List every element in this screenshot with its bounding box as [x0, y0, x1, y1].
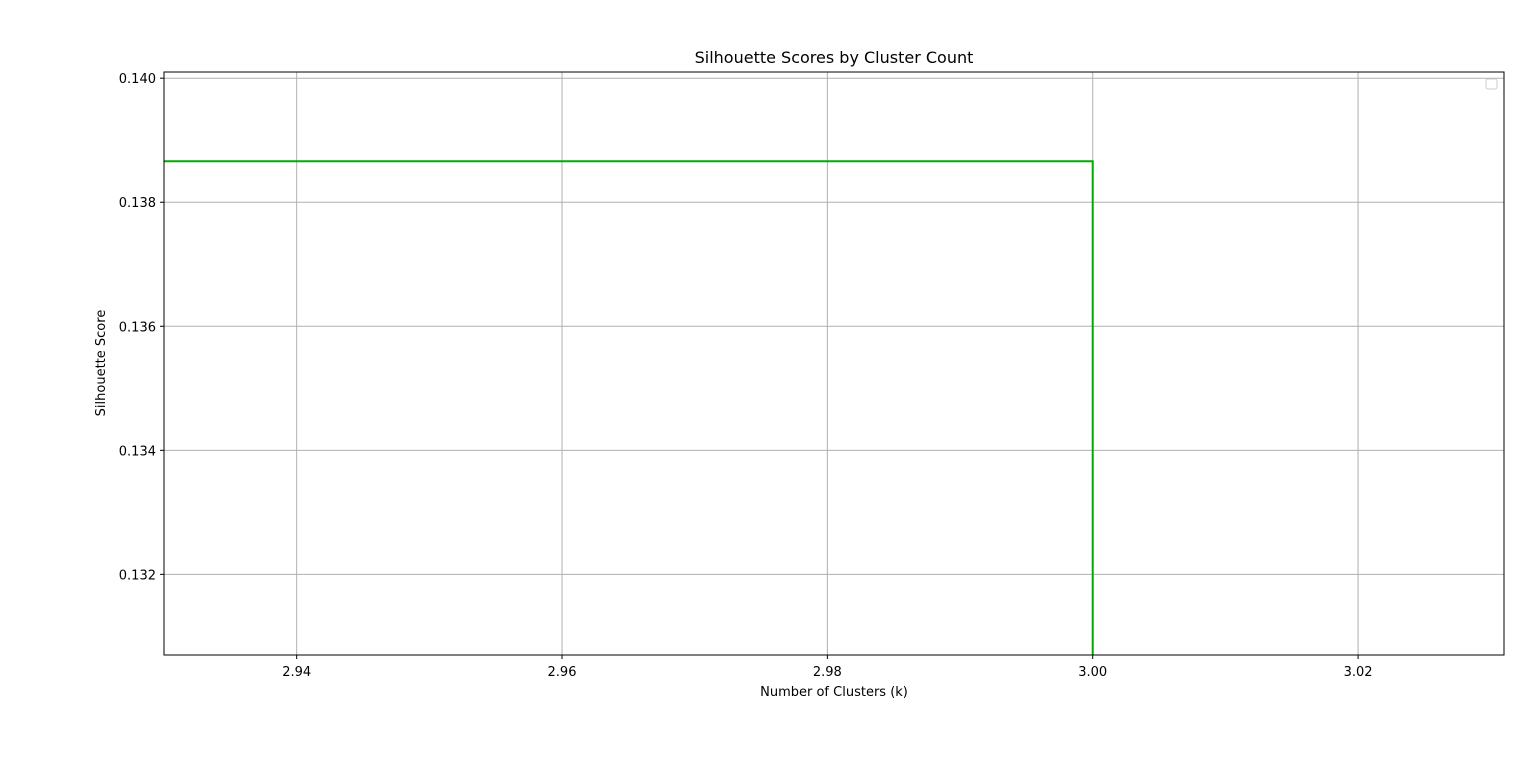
x-tick-label: 2.98: [813, 665, 842, 680]
x-tick-label: 3.00: [1078, 665, 1107, 680]
y-tick-label: 0.132: [119, 568, 156, 583]
x-tick-label: 3.02: [1344, 665, 1373, 680]
x-axis-label: Number of Clusters (k): [760, 685, 908, 700]
plot-frame: [163, 71, 1505, 656]
y-tick-label: 0.140: [119, 72, 156, 87]
ticks: 2.94 2.96 2.98 3.00 3.02 0.132 0.134 0.136 0.138…: [119, 72, 1373, 680]
grid: [164, 72, 1504, 655]
y-axis-label: Silhouette Score: [94, 310, 109, 417]
plot-background: [164, 72, 1504, 655]
y-tick-label: 0.138: [119, 196, 156, 211]
series-line: [164, 160, 1094, 655]
y-tick-label: 0.134: [119, 444, 156, 459]
x-tick-label: 2.94: [282, 665, 311, 680]
x-tick-label: 2.96: [548, 665, 577, 680]
y-tick-label: 0.136: [119, 320, 156, 335]
series-layer: [164, 160, 1094, 655]
legend-box: [1485, 78, 1498, 90]
chart-title: Silhouette Scores by Cluster Count: [695, 48, 974, 67]
